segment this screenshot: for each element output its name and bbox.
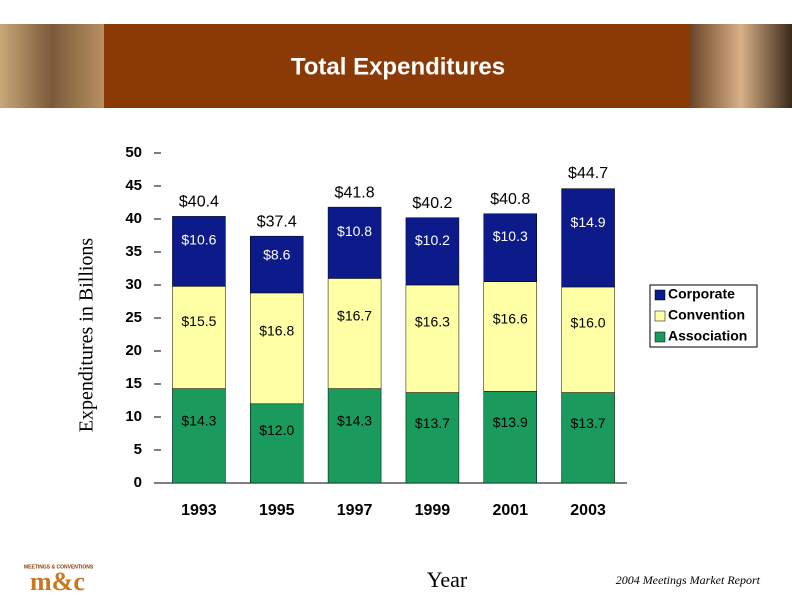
bar-segment — [172, 286, 226, 389]
y-tick-label: 10 — [125, 408, 142, 425]
legend-swatch — [654, 331, 666, 343]
data-label: $14.9 — [571, 214, 606, 230]
legend-label: Convention — [668, 307, 745, 323]
y-tick-label: 25 — [125, 309, 142, 326]
header-photo — [0, 24, 104, 108]
bar-segment — [483, 281, 537, 392]
total-label: $40.4 — [179, 194, 219, 211]
bar-segment — [483, 213, 537, 282]
bar-segment — [483, 391, 537, 484]
bar-segment — [561, 392, 615, 484]
header-photo — [690, 24, 792, 108]
data-label: $13.7 — [415, 415, 450, 431]
y-axis-label: Expenditures in Billions — [76, 238, 98, 433]
data-label: $10.8 — [337, 223, 372, 239]
header-banner — [104, 24, 690, 108]
data-label: $10.3 — [493, 228, 528, 244]
x-tick-label: 2001 — [492, 502, 528, 519]
bar-segment — [327, 206, 382, 279]
bar-segment — [327, 388, 382, 484]
data-label: $14.3 — [181, 412, 216, 428]
y-tick-label: 40 — [125, 210, 142, 227]
data-label: $16.6 — [493, 311, 528, 327]
bar-segment — [405, 392, 460, 484]
chart-title: Total Expenditures — [291, 53, 505, 80]
bar-segment — [250, 292, 304, 405]
bar-segment — [405, 284, 460, 393]
y-tick-label: 35 — [125, 243, 142, 260]
data-label: $16.8 — [259, 322, 294, 338]
x-tick-label: 1995 — [259, 502, 295, 519]
bar-segment — [327, 278, 382, 389]
data-label: $12.0 — [259, 422, 294, 438]
bar-segment — [250, 403, 304, 484]
logo: m&c — [30, 567, 85, 596]
data-label: $15.5 — [181, 313, 216, 329]
x-tick-label: 2003 — [570, 502, 606, 519]
total-label: $37.4 — [257, 213, 297, 230]
y-tick-label: 30 — [125, 276, 142, 293]
total-label: $40.2 — [412, 195, 452, 212]
data-label: $14.3 — [337, 412, 372, 428]
y-tick-label: 0 — [134, 474, 142, 491]
data-label: $13.9 — [493, 414, 528, 430]
legend-swatch — [654, 310, 666, 322]
y-tick-label: 50 — [125, 144, 142, 161]
y-tick-label: 15 — [125, 375, 142, 392]
x-tick-label: 1993 — [181, 502, 217, 519]
legend-box — [649, 284, 758, 348]
x-axis-label: Year — [427, 567, 468, 592]
data-label: $8.6 — [263, 247, 290, 263]
y-tick-label: 5 — [134, 441, 142, 458]
total-label: $44.7 — [568, 165, 608, 182]
x-tick-label: 1999 — [415, 502, 451, 519]
logo-caption: MEETINGS & CONVENTIONS — [24, 564, 94, 570]
bar-segment — [405, 217, 460, 286]
bar-segment — [561, 286, 615, 393]
data-label: $16.3 — [415, 313, 450, 329]
y-tick-label: 45 — [125, 177, 142, 194]
legend-label: Association — [668, 328, 747, 344]
source: 2004 Meetings Market Report — [616, 573, 761, 587]
bar-segment — [561, 188, 615, 288]
data-label: $10.2 — [415, 232, 450, 248]
x-tick-label: 1997 — [337, 502, 373, 519]
bar-segment — [172, 216, 226, 287]
data-label: $13.7 — [571, 415, 606, 431]
legend-swatch — [654, 289, 666, 301]
bar-segment — [250, 235, 304, 294]
y-tick-label: 20 — [125, 342, 142, 359]
bar-segment — [172, 388, 226, 484]
total-label: $41.8 — [335, 184, 375, 201]
data-label: $16.7 — [337, 308, 372, 324]
total-label: $40.8 — [490, 191, 530, 208]
data-label: $10.6 — [181, 232, 216, 248]
legend-label: Corporate — [668, 286, 735, 302]
data-label: $16.0 — [571, 315, 606, 331]
